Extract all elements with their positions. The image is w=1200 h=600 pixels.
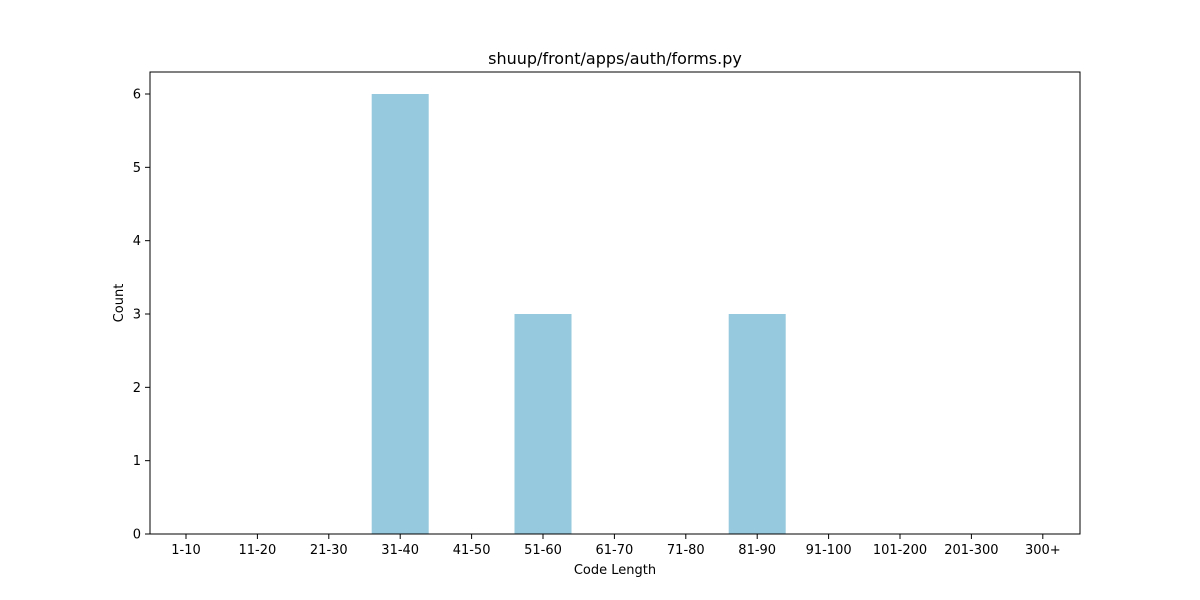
x-tick-label: 11-20 <box>239 543 277 558</box>
y-tick-label: 0 <box>133 528 141 543</box>
x-tick-label: 21-30 <box>310 543 348 558</box>
x-tick-label: 71-80 <box>667 543 705 558</box>
y-tick-label: 4 <box>133 234 141 249</box>
x-tick-label: 101-200 <box>873 543 927 558</box>
x-tick-label: 81-90 <box>738 543 776 558</box>
y-axis: 0 1 2 3 4 5 6 <box>133 88 150 543</box>
x-tick-label: 61-70 <box>596 543 634 558</box>
bar-51-60 <box>514 314 572 534</box>
x-tick-label: 300+ <box>1025 543 1061 558</box>
bar-81-90 <box>728 314 786 534</box>
bar-31-40 <box>371 94 429 534</box>
bars-group <box>371 94 786 534</box>
x-axis-label: Code Length <box>574 563 656 578</box>
x-tick-label: 41-50 <box>453 543 491 558</box>
y-tick-label: 1 <box>133 454 141 469</box>
y-tick-label: 3 <box>133 308 141 323</box>
chart-title: shuup/front/apps/auth/forms.py <box>488 49 742 68</box>
plot-frame <box>149 71 1081 535</box>
x-tick-label: 1-10 <box>171 543 201 558</box>
y-tick-label: 2 <box>133 381 141 396</box>
x-tick-label: 31-40 <box>381 543 419 558</box>
x-tick-label: 91-100 <box>806 543 852 558</box>
y-tick-label: 5 <box>133 161 141 176</box>
y-tick-label: 6 <box>133 88 141 103</box>
x-tick-label: 201-300 <box>944 543 998 558</box>
x-axis: 1-10 11-20 21-30 31-40 41-50 51-60 61-70 71-80 8… <box>171 534 1061 558</box>
y-axis-label: Count <box>112 284 127 323</box>
x-tick-label: 51-60 <box>524 543 562 558</box>
